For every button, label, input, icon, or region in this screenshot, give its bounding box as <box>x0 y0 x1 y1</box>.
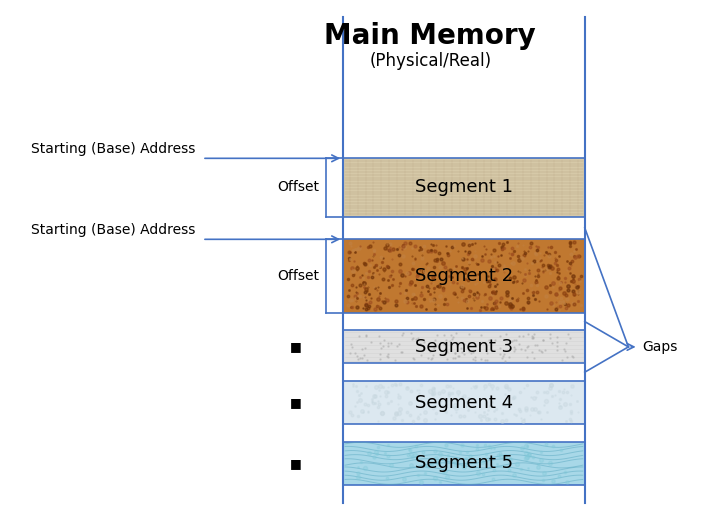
Text: Gaps: Gaps <box>642 340 677 354</box>
Text: ■: ■ <box>290 457 302 470</box>
Text: Offset: Offset <box>278 180 320 194</box>
Text: Segment 5: Segment 5 <box>415 455 513 472</box>
Bar <box>343 442 585 485</box>
Text: Segment 4: Segment 4 <box>415 393 513 412</box>
Text: Segment 3: Segment 3 <box>415 338 513 356</box>
Text: ■: ■ <box>290 396 302 409</box>
Text: ■: ■ <box>290 341 302 353</box>
Text: Segment 1: Segment 1 <box>415 179 513 196</box>
Bar <box>343 330 585 363</box>
Bar <box>343 239 585 313</box>
Text: Starting (Base) Address: Starting (Base) Address <box>31 142 195 156</box>
Bar <box>343 381 585 424</box>
Text: Starting (Base) Address: Starting (Base) Address <box>31 223 195 237</box>
Text: (Physical/Real): (Physical/Real) <box>369 52 491 70</box>
Text: Segment 2: Segment 2 <box>415 267 513 285</box>
Bar <box>343 158 585 216</box>
Text: Offset: Offset <box>278 269 320 283</box>
Text: Main Memory: Main Memory <box>325 22 536 50</box>
